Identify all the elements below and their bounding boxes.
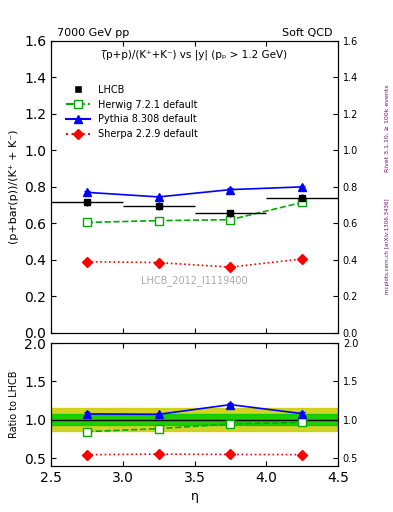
Bar — [51, 409, 338, 431]
Text: (̅p+p)/(K⁺+K⁻) vs |y| (pₚ > 1.2 GeV): (̅p+p)/(K⁺+K⁻) vs |y| (pₚ > 1.2 GeV) — [102, 50, 287, 60]
Text: Rivet 3.1.10, ≥ 100k events: Rivet 3.1.10, ≥ 100k events — [385, 84, 389, 172]
Text: LHCB_2012_I1119400: LHCB_2012_I1119400 — [141, 275, 248, 286]
Bar — [51, 415, 338, 425]
Text: mcplots.cern.ch [arXiv:1306.3436]: mcplots.cern.ch [arXiv:1306.3436] — [385, 198, 389, 293]
Y-axis label: Ratio to LHCB: Ratio to LHCB — [9, 371, 19, 438]
Text: Soft QCD: Soft QCD — [282, 28, 332, 38]
Legend: LHCB, Herwig 7.2.1 default, Pythia 8.308 default, Sherpa 2.2.9 default: LHCB, Herwig 7.2.1 default, Pythia 8.308… — [62, 81, 202, 143]
Text: 7000 GeV pp: 7000 GeV pp — [57, 28, 129, 38]
X-axis label: η: η — [191, 490, 198, 503]
Y-axis label: (p+bar(p))/(K⁺ + K⁻): (p+bar(p))/(K⁺ + K⁻) — [9, 130, 18, 244]
